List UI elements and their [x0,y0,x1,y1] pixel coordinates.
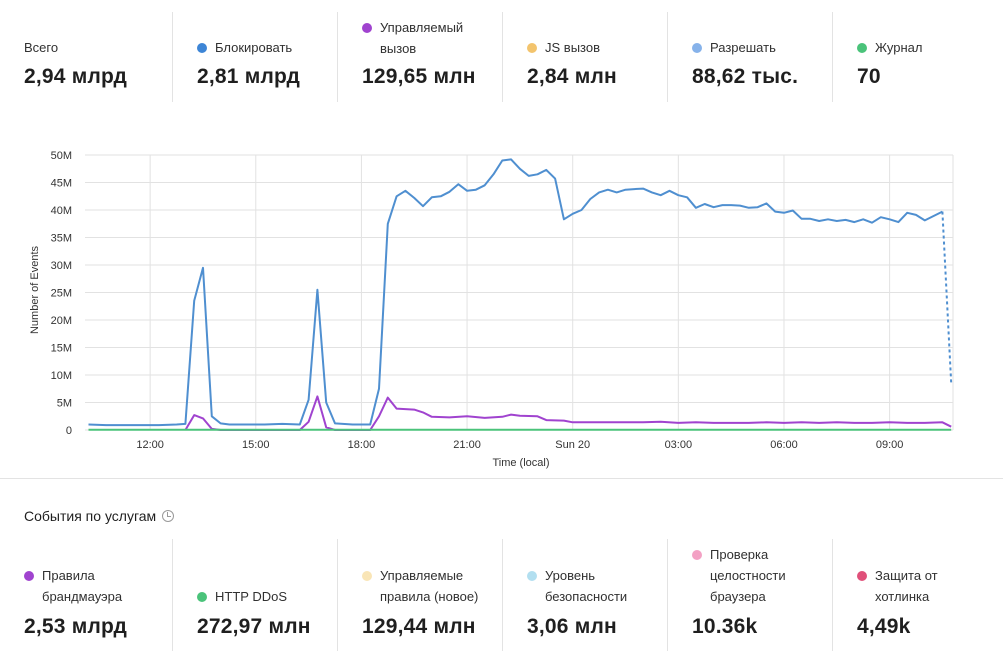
service-firewall-rules[interactable]: Правила брандмауэра 2,53 млрд [0,539,173,651]
legend-dot-icon [197,592,207,602]
x-axis-label: Time (local) [492,457,549,469]
stat-value: 4,49k [857,615,911,638]
x-tick-label: Sun 20 [555,439,590,451]
service-stats: Правила брандмауэра 2,53 млрд HTTP DDoS … [0,539,1003,651]
x-axis: 12:00 15:00 18:00 21:00 Sun 20 03:00 06:00 09:0… [136,439,903,451]
stat-value: 129,65 млн [362,65,476,88]
y-axis-label: Number of Events [29,245,41,334]
stat-value: 70 [857,65,881,88]
events-line-chart[interactable]: 0 5M 10M 15M 20M 25M 30M 35M 40M 45M 50M 12:00 15:0… [0,140,1003,475]
legend-dot-icon [527,43,537,53]
stat-label: Управляемый вызов [362,17,463,59]
stat-label: HTTP DDoS [197,586,287,607]
services-section-title: События по услугам [24,508,175,524]
y-tick-label: 15M [51,343,72,355]
stat-value: 2,94 млрд [24,65,128,88]
stat-value: 2,53 млрд [24,615,128,638]
stat-value: 2,81 млрд [197,65,301,88]
stat-label: Журнал [857,37,922,58]
y-tick-label: 30M [51,260,72,272]
y-axis: 0 5M 10M 15M 20M 25M 30M 35M 40M 45M 50M [51,150,72,437]
stat-value: 129,44 млн [362,615,476,638]
stat-total[interactable]: Всего 2,94 млрд [0,12,173,102]
legend-dot-icon [362,23,372,33]
stat-label: Управляемые правила (новое) [362,565,478,607]
section-divider [0,478,1003,479]
legend-dot-icon [692,43,702,53]
chart-grid [85,154,954,431]
service-managed-rules[interactable]: Управляемые правила (новое) 129,44 млн [338,539,503,651]
stat-value: 2,84 млн [527,65,617,88]
chart-series [88,158,953,431]
y-tick-label: 40M [51,205,72,217]
stat-value: 10.36k [692,615,758,638]
series-line [184,395,952,431]
service-hotlink-protection[interactable]: Защита от хотлинка 4,49k [833,539,1003,651]
stat-label: Всего [24,40,59,55]
summary-stats: Всего 2,94 млрд Блокировать 2,81 млрд Уп… [0,12,1003,102]
y-tick-label: 10M [51,370,72,382]
y-tick-label: 5M [57,398,72,410]
x-tick-label: 09:00 [876,439,904,451]
series-line-partial [941,211,953,384]
x-tick-label: 03:00 [665,439,693,451]
stat-label: Уровень безопасности [527,565,627,607]
legend-dot-icon [24,571,34,581]
service-browser-integrity[interactable]: Проверка целостности браузера 10.36k [668,539,833,651]
y-tick-label: 35M [51,233,72,245]
x-tick-label: 18:00 [348,439,376,451]
y-tick-label: 0 [66,425,72,437]
y-tick-label: 20M [51,315,72,327]
x-tick-label: 12:00 [136,439,164,451]
y-tick-label: 45M [51,178,72,190]
legend-dot-icon [362,571,372,581]
x-tick-label: 21:00 [453,439,481,451]
legend-dot-icon [527,571,537,581]
x-tick-label: 06:00 [770,439,798,451]
stat-value: 3,06 млн [527,615,617,638]
stat-managed-challenge[interactable]: Управляемый вызов 129,65 млн [338,12,503,102]
stat-label: Проверка целостности браузера [692,544,786,607]
stat-label: Блокировать [197,37,292,58]
y-tick-label: 25M [51,288,72,300]
legend-dot-icon [692,550,702,560]
legend-dot-icon [857,571,867,581]
stat-allow[interactable]: Разрешать 88,62 тыс. [668,12,833,102]
service-security-level[interactable]: Уровень безопасности 3,06 млн [503,539,668,651]
stat-value: 88,62 тыс. [692,65,799,88]
y-tick-label: 50M [51,150,72,162]
services-title-text: События по услугам [24,508,157,524]
stat-label: JS вызов [527,37,600,58]
stat-value: 272,97 млн [197,615,311,638]
service-http-ddos[interactable]: HTTP DDoS 272,97 млн [173,539,338,651]
clock-icon[interactable] [162,510,175,522]
stat-block[interactable]: Блокировать 2,81 млрд [173,12,338,102]
legend-dot-icon [857,43,867,53]
stat-label: Защита от хотлинка [857,565,938,607]
x-tick-label: 15:00 [242,439,270,451]
series-line [88,158,943,427]
stat-label: Разрешать [692,37,776,58]
legend-dot-icon [197,43,207,53]
stat-label: Правила брандмауэра [24,565,122,607]
stat-log[interactable]: Журнал 70 [833,12,1003,102]
stat-js-challenge[interactable]: JS вызов 2,84 млн [503,12,668,102]
